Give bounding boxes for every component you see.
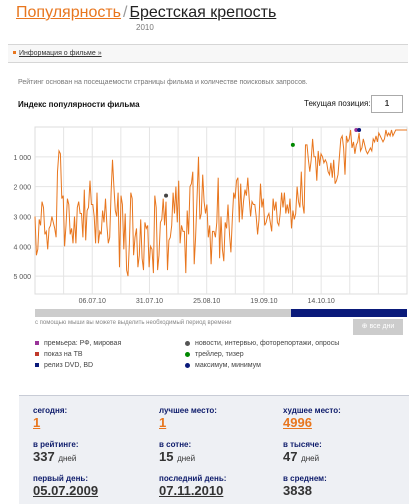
- x-tick-label: 19.09.10: [250, 298, 277, 305]
- stat-label: в среднем:: [283, 474, 327, 483]
- stat-worst: худшее место: 4996: [283, 406, 341, 430]
- stat-average: в среднем: 3838: [283, 474, 327, 498]
- y-tick-label: 5 000: [13, 274, 31, 281]
- stat-worst-value[interactable]: 4996: [283, 415, 312, 430]
- all-days-button[interactable]: ⊕ все дни: [353, 319, 403, 335]
- range-hint: с помощью мыши вы можете выделить необхо…: [35, 320, 232, 326]
- stat-best: лучшее место: 1: [159, 406, 217, 430]
- stat-today: сегодня: 1: [33, 406, 67, 430]
- legend-item-maxmin: максимум, минимум: [185, 362, 261, 369]
- stat-label: в тысяче:: [283, 440, 322, 449]
- film-info-bar: Информация о фильме »: [8, 44, 408, 63]
- stat-label: сегодня:: [33, 406, 68, 415]
- period-range-bar[interactable]: [35, 309, 407, 317]
- stats-panel: сегодня: 1 лучшее место: 1 худшее место:…: [19, 395, 409, 504]
- x-tick-label: 14.10.10: [308, 298, 335, 305]
- popularity-chart[interactable]: 1 000 2 000 3 000 4 000 5 000 06.07.10 31.07.1…: [8, 124, 408, 306]
- event-marker: [164, 193, 169, 198]
- stat-best-value[interactable]: 1: [159, 415, 167, 430]
- x-tick-label: 31.07.10: [136, 298, 163, 305]
- stat-top100-value: 15 дней: [159, 449, 195, 464]
- dvd-marker-icon: [35, 363, 39, 368]
- stat-first-day-value[interactable]: 05.07.2009: [33, 483, 99, 498]
- stat-unit: дней: [58, 454, 77, 463]
- current-position-label: Текущая позиция:: [304, 99, 371, 108]
- rating-note: Рейтинг основан на посещаемости страницы…: [18, 79, 308, 86]
- y-tick-label: 3 000: [13, 214, 31, 221]
- event-marker: [354, 127, 359, 132]
- trailer-marker-icon: [185, 351, 190, 357]
- maxmin-marker-icon: [185, 362, 190, 368]
- y-tick-label: 1 000: [13, 155, 31, 162]
- stat-number: 15: [159, 449, 174, 464]
- event-marker: [290, 142, 295, 147]
- legend-item-trailer: трейлер, тизер: [185, 351, 244, 358]
- legend-label: новости, интервью, фоторепортажи, опросы: [195, 340, 340, 347]
- x-tick-label: 25.08.10: [193, 298, 220, 305]
- stat-number: 337: [33, 449, 55, 464]
- legend-item-premiere: премьера: РФ, мировая: [35, 340, 121, 347]
- legend-label: максимум, минимум: [195, 362, 261, 369]
- legend-label: релиз DVD, BD: [44, 362, 94, 369]
- title-separator: /: [123, 4, 128, 21]
- legend-item-news: новости, интервью, фоторепортажи, опросы: [185, 340, 339, 347]
- stat-last-day: последний день: 07.11.2010: [159, 474, 226, 498]
- stat-unit: дней: [301, 454, 320, 463]
- stat-today-value[interactable]: 1: [33, 415, 41, 430]
- film-title-link[interactable]: Брестская крепость: [129, 4, 277, 21]
- chart-plot-area: [34, 126, 408, 295]
- film-info-link[interactable]: Информация о фильме »: [19, 50, 102, 57]
- stat-top1000-value: 47 дней: [283, 449, 322, 464]
- y-tick-label: 2 000: [13, 185, 31, 192]
- legend-item-tv: показ на ТВ: [35, 351, 83, 358]
- chart-title: Индекс популярности фильма: [18, 100, 140, 109]
- stat-rating-value: 337 дней: [33, 449, 79, 464]
- stat-unit: дней: [177, 454, 196, 463]
- stat-last-day-value[interactable]: 07.11.2010: [159, 483, 224, 498]
- bullet-icon: [13, 51, 16, 55]
- stat-average-value: 3838: [283, 483, 312, 498]
- legend-item-dvd: релиз DVD, BD: [35, 362, 93, 369]
- page-title: Популярность / Брестская крепость: [16, 4, 276, 22]
- x-tick-label: 06.07.10: [79, 298, 106, 305]
- stat-number: 47: [283, 449, 298, 464]
- premiere-marker-icon: [35, 341, 39, 346]
- event-marker: [357, 127, 362, 132]
- news-marker-icon: [185, 340, 190, 346]
- current-position-value: 1: [371, 95, 403, 113]
- stat-top100: в сотне: 15 дней: [159, 440, 195, 464]
- period-range-selection[interactable]: [291, 309, 407, 317]
- legend-label: показ на ТВ: [44, 351, 83, 358]
- stat-label: в сотне:: [159, 440, 192, 449]
- stat-label: в рейтинге:: [33, 440, 79, 449]
- stat-label: первый день:: [33, 474, 88, 483]
- tv-marker-icon: [35, 352, 39, 357]
- stat-label: лучшее место:: [159, 406, 217, 415]
- popularity-link[interactable]: Популярность: [16, 4, 122, 21]
- stat-top1000: в тысяче: 47 дней: [283, 440, 322, 464]
- stat-first-day: первый день: 05.07.2009: [33, 474, 98, 498]
- legend-label: премьера: РФ, мировая: [44, 340, 122, 347]
- popularity-series-line: [34, 129, 407, 277]
- all-days-label: все дни: [369, 323, 395, 330]
- magnifier-icon: ⊕: [361, 323, 368, 330]
- stat-rating: в рейтинге: 337 дней: [33, 440, 79, 464]
- stat-label: последний день:: [159, 474, 227, 483]
- film-year: 2010: [136, 23, 154, 32]
- y-tick-label: 4 000: [13, 244, 31, 251]
- stat-label: худшее место:: [283, 406, 341, 415]
- legend-label: трейлер, тизер: [195, 351, 244, 358]
